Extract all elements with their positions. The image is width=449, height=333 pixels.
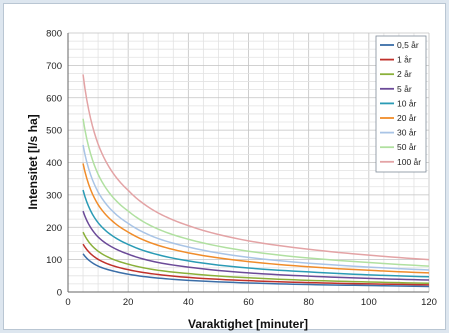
- legend-entry: 100 år: [397, 157, 421, 167]
- series-line: [82, 118, 430, 267]
- y-tick-label: 700: [46, 61, 62, 72]
- series-line: [82, 231, 430, 285]
- legend: 0,5 år 1 år 2 år 5 år 10 år 20 år 30 år 50 år 10…: [375, 35, 427, 173]
- series-line: [82, 74, 430, 261]
- x-tick-label: 40: [183, 297, 194, 308]
- legend-entry: 10 år: [397, 98, 417, 108]
- y-tick-label: 500: [46, 126, 62, 137]
- x-tick-label: 120: [421, 297, 437, 308]
- legend-entry: 2 år: [397, 69, 412, 79]
- x-tick-label: 0: [65, 297, 70, 308]
- y-tick-label: 0: [57, 288, 62, 299]
- x-tick-label: 20: [123, 297, 134, 308]
- series-lines: [82, 74, 430, 288]
- series-line: [82, 189, 430, 278]
- x-tick-label: 100: [361, 297, 377, 308]
- y-tick-label: 400: [46, 158, 62, 169]
- series-line: [82, 210, 430, 281]
- legend-entry: 0,5 år: [397, 40, 419, 50]
- legend-entry: 1 år: [397, 55, 412, 65]
- x-axis-label: Varaktighet [minuter]: [188, 317, 308, 331]
- y-axis-label: Intensitet [l/s ha]: [26, 114, 40, 209]
- y-tick-label: 600: [46, 93, 62, 104]
- series-line: [82, 253, 430, 288]
- y-tick-labels: 0 100 200 300 400 500 600 700 800: [46, 29, 62, 299]
- legend-entry: 20 år: [397, 113, 417, 123]
- axes: [67, 33, 429, 293]
- y-tick-label: 200: [46, 223, 62, 234]
- series-line: [82, 163, 430, 274]
- x-tick-label: 80: [303, 297, 314, 308]
- legend-entry: 50 år: [397, 142, 417, 152]
- series-line: [82, 243, 430, 286]
- y-tick-label: 800: [46, 29, 62, 40]
- y-tick-label: 300: [46, 190, 62, 201]
- series-line: [82, 144, 430, 271]
- y-tick-label: 100: [46, 255, 62, 266]
- legend-entry: 30 år: [397, 128, 417, 138]
- x-tick-label: 60: [243, 297, 254, 308]
- x-tick-labels: 0 20 40 60 80 100 120: [65, 297, 437, 308]
- legend-entry: 5 år: [397, 84, 412, 94]
